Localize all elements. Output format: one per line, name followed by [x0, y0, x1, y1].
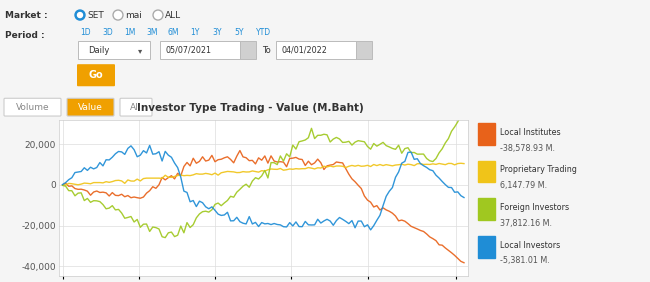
- Text: YTD: YTD: [256, 28, 271, 37]
- Circle shape: [75, 10, 85, 20]
- Text: -5,381.01 M.: -5,381.01 M.: [500, 256, 549, 265]
- Text: Value: Value: [78, 103, 103, 112]
- FancyBboxPatch shape: [77, 64, 115, 86]
- Text: ALL: ALL: [165, 10, 181, 19]
- Circle shape: [77, 12, 83, 17]
- Text: 04/01/2022: 04/01/2022: [281, 46, 327, 55]
- FancyBboxPatch shape: [67, 98, 114, 116]
- FancyBboxPatch shape: [276, 41, 356, 59]
- Text: Daily: Daily: [88, 46, 109, 55]
- Text: 6M: 6M: [168, 28, 179, 37]
- Text: Market :: Market :: [5, 10, 47, 19]
- Text: Volume: Volume: [16, 103, 49, 112]
- Text: 37,812.16 M.: 37,812.16 M.: [500, 219, 552, 228]
- Text: Foreign Investors: Foreign Investors: [500, 203, 569, 212]
- Bar: [478, 236, 495, 257]
- Text: Local Institutes: Local Institutes: [500, 128, 560, 137]
- Text: mai: mai: [125, 10, 142, 19]
- Text: 5Y: 5Y: [234, 28, 244, 37]
- FancyBboxPatch shape: [4, 98, 61, 116]
- Text: SET: SET: [87, 10, 104, 19]
- Text: 6,147.79 M.: 6,147.79 M.: [500, 181, 547, 190]
- Text: -38,578.93 M.: -38,578.93 M.: [500, 144, 554, 153]
- Bar: [478, 160, 495, 182]
- Text: Period :: Period :: [5, 31, 45, 39]
- Text: Investor Type Trading - Value (M.Baht): Investor Type Trading - Value (M.Baht): [137, 103, 363, 113]
- Text: 3Y: 3Y: [212, 28, 222, 37]
- Text: All: All: [130, 103, 142, 112]
- Text: Local Investors: Local Investors: [500, 241, 560, 250]
- Circle shape: [153, 10, 163, 20]
- Text: 3D: 3D: [102, 28, 112, 37]
- Text: 1M: 1M: [124, 28, 135, 37]
- Text: 3M: 3M: [146, 28, 157, 37]
- Text: Proprietary Trading: Proprietary Trading: [500, 166, 577, 175]
- FancyBboxPatch shape: [356, 41, 372, 59]
- Bar: [478, 123, 495, 145]
- FancyBboxPatch shape: [240, 41, 256, 59]
- Circle shape: [113, 10, 123, 20]
- Text: 1D: 1D: [80, 28, 90, 37]
- FancyBboxPatch shape: [78, 41, 150, 59]
- Text: 05/07/2021: 05/07/2021: [165, 46, 211, 55]
- Text: To: To: [262, 46, 271, 55]
- Bar: [478, 198, 495, 220]
- FancyBboxPatch shape: [120, 98, 152, 116]
- Text: Go: Go: [88, 70, 103, 80]
- Text: 1Y: 1Y: [190, 28, 200, 37]
- FancyBboxPatch shape: [160, 41, 240, 59]
- Text: ▾: ▾: [138, 46, 142, 55]
